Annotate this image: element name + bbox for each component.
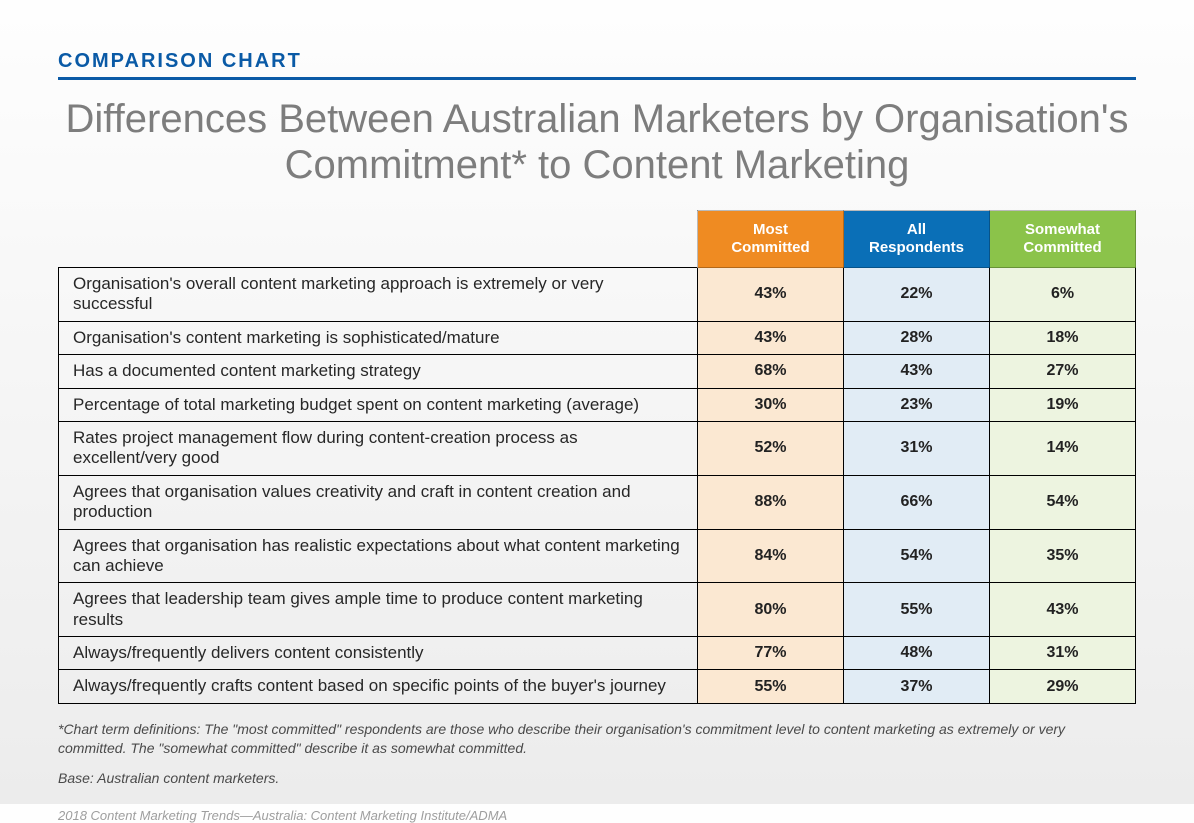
footnote-base: Base: Australian content marketers. (58, 770, 1136, 786)
table-body: Organisation's overall content marketing… (59, 268, 1136, 704)
row-label: Agrees that leadership team gives ample … (59, 583, 698, 637)
table-row: Agrees that organisation has realistic e… (59, 529, 1136, 583)
cell-value: 84% (698, 529, 844, 583)
cell-value: 31% (990, 637, 1136, 670)
cell-value: 43% (844, 355, 990, 388)
table-corner-blank (59, 211, 698, 268)
cell-value: 43% (990, 583, 1136, 637)
cell-value: 55% (844, 583, 990, 637)
cell-value: 88% (698, 475, 844, 529)
row-label: Always/frequently crafts content based o… (59, 670, 698, 703)
table-row: Percentage of total marketing budget spe… (59, 388, 1136, 421)
cell-value: 55% (698, 670, 844, 703)
column-header-line2: Committed (1023, 239, 1101, 256)
row-label: Agrees that organisation values creativi… (59, 475, 698, 529)
cell-value: 19% (990, 388, 1136, 421)
column-header-line2: Committed (731, 239, 809, 256)
cell-value: 14% (990, 421, 1136, 475)
cell-value: 29% (990, 670, 1136, 703)
table-row: Always/frequently delivers content consi… (59, 637, 1136, 670)
table-row: Agrees that leadership team gives ample … (59, 583, 1136, 637)
column-header-1: AllRespondents (844, 211, 990, 268)
cell-value: 28% (844, 321, 990, 354)
cell-value: 30% (698, 388, 844, 421)
row-label: Agrees that organisation has realistic e… (59, 529, 698, 583)
cell-value: 68% (698, 355, 844, 388)
column-header-line1: Somewhat (1025, 221, 1100, 238)
row-label: Organisation's overall content marketing… (59, 268, 698, 322)
cell-value: 37% (844, 670, 990, 703)
row-label: Has a documented content marketing strat… (59, 355, 698, 388)
table-row: Agrees that organisation values creativi… (59, 475, 1136, 529)
cell-value: 48% (844, 637, 990, 670)
cell-value: 54% (990, 475, 1136, 529)
column-header-line2: Respondents (869, 239, 964, 256)
table-header-row: MostCommittedAllRespondentsSomewhatCommi… (59, 211, 1136, 268)
cell-value: 77% (698, 637, 844, 670)
cell-value: 52% (698, 421, 844, 475)
row-label: Percentage of total marketing budget spe… (59, 388, 698, 421)
table-row: Always/frequently crafts content based o… (59, 670, 1136, 703)
row-label: Rates project management flow during con… (59, 421, 698, 475)
footnote-definitions: *Chart term definitions: The "most commi… (58, 720, 1136, 758)
table-row: Organisation's overall content marketing… (59, 268, 1136, 322)
cell-value: 22% (844, 268, 990, 322)
table-row: Organisation's content marketing is soph… (59, 321, 1136, 354)
page-title: Differences Between Australian Marketers… (58, 96, 1136, 188)
cell-value: 66% (844, 475, 990, 529)
table-row: Rates project management flow during con… (59, 421, 1136, 475)
cell-value: 6% (990, 268, 1136, 322)
cell-value: 43% (698, 321, 844, 354)
section-label: COMPARISON CHART (58, 50, 1136, 80)
cell-value: 80% (698, 583, 844, 637)
cell-value: 43% (698, 268, 844, 322)
column-header-0: MostCommitted (698, 211, 844, 268)
cell-value: 18% (990, 321, 1136, 354)
cell-value: 27% (990, 355, 1136, 388)
column-header-2: SomewhatCommitted (990, 211, 1136, 268)
table-row: Has a documented content marketing strat… (59, 355, 1136, 388)
row-label: Organisation's content marketing is soph… (59, 321, 698, 354)
cell-value: 54% (844, 529, 990, 583)
column-header-line1: All (907, 221, 926, 238)
cell-value: 35% (990, 529, 1136, 583)
column-header-line1: Most (753, 221, 788, 238)
source-attribution: 2018 Content Marketing Trends—Australia:… (58, 808, 1136, 823)
row-label: Always/frequently delivers content consi… (59, 637, 698, 670)
cell-value: 31% (844, 421, 990, 475)
comparison-table: MostCommittedAllRespondentsSomewhatCommi… (58, 210, 1136, 704)
cell-value: 23% (844, 388, 990, 421)
